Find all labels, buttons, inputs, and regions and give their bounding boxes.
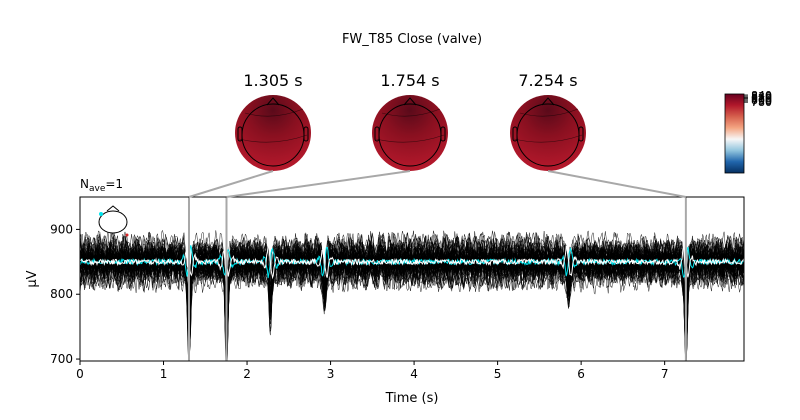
colorbar-tick-label: 820 bbox=[751, 91, 772, 104]
colorbar-tick-label: 810 bbox=[751, 93, 772, 106]
sensor-dot bbox=[99, 212, 103, 216]
x-tick-label: 1 bbox=[160, 367, 168, 381]
colorbar-tick-label: 840 bbox=[751, 89, 772, 102]
colorbar-tick-label: 790 bbox=[751, 95, 772, 108]
nave-annotation: Nave=1 bbox=[80, 177, 123, 194]
y-tick-label: 700 bbox=[50, 352, 73, 366]
figure-title: FW_T85 Close (valve) bbox=[342, 32, 482, 47]
topomap: 1.754 s bbox=[372, 71, 448, 171]
topomap-connector bbox=[547, 170, 687, 198]
nave-value: =1 bbox=[105, 177, 123, 191]
colorbar-tick-label: 800 bbox=[751, 94, 772, 107]
nose-icon bbox=[106, 205, 120, 212]
x-tick-label: 3 bbox=[327, 367, 335, 381]
x-tick-label: 4 bbox=[410, 367, 418, 381]
nose-icon bbox=[266, 97, 280, 106]
y-tick-label: 800 bbox=[50, 287, 73, 301]
sensor-dot bbox=[125, 233, 129, 237]
contour-line bbox=[513, 134, 583, 143]
topomap-group: 1.305 s 1.754 s 7.254 s bbox=[235, 71, 586, 171]
trace-lines bbox=[80, 229, 744, 361]
y-tick-label: 900 bbox=[50, 222, 73, 236]
x-tick-label: 2 bbox=[243, 367, 251, 381]
butterfly-plot: 0 1 2 3 4 5 6 7 700 800 900 bbox=[50, 196, 745, 381]
nose-icon bbox=[541, 97, 555, 106]
colorbar-bar bbox=[724, 93, 745, 174]
x-axis-label: Time (s) bbox=[385, 391, 439, 406]
trace-channel bbox=[80, 238, 744, 343]
topomap-time-label: 1.754 s bbox=[380, 71, 439, 90]
ear-right-icon bbox=[440, 126, 446, 142]
topomap: 1.305 s bbox=[235, 71, 311, 171]
axes-frame bbox=[79, 196, 745, 362]
nave-n: N bbox=[80, 177, 89, 191]
sensor-layout-inset bbox=[98, 205, 129, 237]
topomap-disc bbox=[510, 95, 586, 171]
x-tick-label: 5 bbox=[494, 367, 502, 381]
topomap-connector bbox=[188, 170, 274, 198]
nave-subscript: ave bbox=[89, 184, 106, 194]
x-tick-label: 6 bbox=[577, 367, 585, 381]
y-axis-label: µV bbox=[25, 270, 40, 287]
topomap: 7.254 s bbox=[510, 71, 586, 171]
ear-left-icon bbox=[374, 126, 380, 142]
topomap-connector bbox=[226, 170, 411, 198]
topomap-time-label: 7.254 s bbox=[518, 71, 577, 90]
head-outline bbox=[98, 210, 128, 234]
contour-line bbox=[238, 134, 308, 143]
ear-left-icon bbox=[512, 126, 518, 142]
ear-right-icon bbox=[303, 126, 309, 142]
contour-line bbox=[375, 134, 445, 143]
colorbar-tick-label: 830 bbox=[751, 90, 772, 103]
topomap-disc bbox=[372, 95, 448, 171]
time-connectors bbox=[188, 170, 687, 198]
ear-right-icon bbox=[578, 126, 584, 142]
x-tick-label: 0 bbox=[76, 367, 84, 381]
topomap-time-label: 1.305 s bbox=[243, 71, 302, 90]
ear-left-icon bbox=[237, 126, 243, 142]
x-tick-label: 7 bbox=[661, 367, 669, 381]
topomap-disc bbox=[235, 95, 311, 171]
nose-icon bbox=[403, 97, 417, 106]
trace-highlight-white bbox=[80, 244, 744, 280]
colorbar-tick-label: 780 bbox=[751, 96, 772, 109]
